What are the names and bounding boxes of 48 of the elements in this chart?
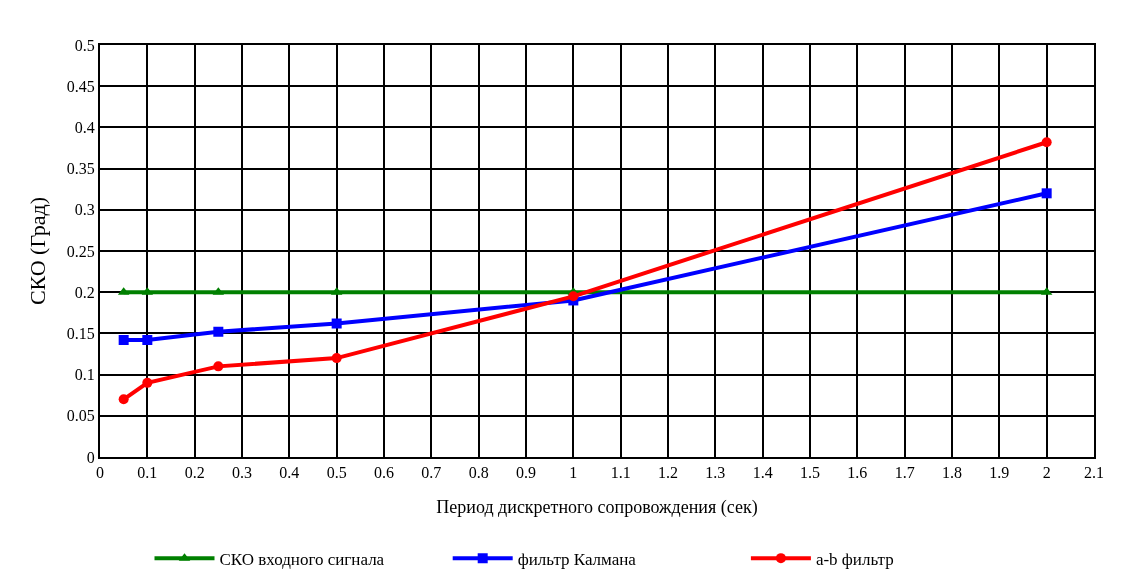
x-tick-label: 1.8 bbox=[942, 464, 962, 482]
point bbox=[213, 361, 224, 372]
y-tick-label: 0.5 bbox=[74, 36, 95, 54]
x-tick-label: 1.9 bbox=[989, 464, 1010, 482]
y-tick-label: 0.2 bbox=[74, 283, 95, 301]
x-tick-label: 1.4 bbox=[752, 464, 773, 482]
x-tick-label: 1.2 bbox=[658, 464, 678, 482]
x-tick-label: 1.5 bbox=[800, 464, 820, 482]
x-tick-label: 0.2 bbox=[184, 464, 205, 482]
legend-label: СКО входного сигнала bbox=[219, 549, 385, 569]
point bbox=[118, 394, 129, 405]
x-tick-label: 2.1 bbox=[1084, 464, 1104, 482]
x-tick-label: 0.6 bbox=[374, 464, 394, 482]
legend-label: фильтр Калмана bbox=[517, 549, 637, 569]
y-tick-label: 0.15 bbox=[66, 325, 95, 342]
x-tick-label: 0.1 bbox=[137, 464, 158, 482]
x-axis-title: Период дискретного сопровождения (сек) bbox=[436, 496, 758, 518]
point bbox=[331, 353, 342, 364]
x-tick-label: 0.7 bbox=[421, 464, 442, 482]
point bbox=[213, 326, 224, 337]
point bbox=[568, 291, 579, 302]
x-tick-label: 0.5 bbox=[326, 464, 347, 482]
point bbox=[1041, 188, 1052, 199]
x-tick-label: 0.8 bbox=[468, 464, 489, 482]
y-axis-title: СКО (Град) bbox=[25, 196, 51, 306]
y-tick-label: 0.4 bbox=[74, 119, 95, 136]
point bbox=[142, 334, 153, 345]
legend-label: a-b фильтр bbox=[815, 549, 894, 569]
point bbox=[331, 318, 342, 329]
x-tick-label: 1.7 bbox=[894, 464, 915, 482]
x-tick-label: 1.3 bbox=[705, 464, 726, 482]
x-tick-label: 0.4 bbox=[279, 464, 300, 482]
point bbox=[142, 377, 153, 388]
x-tick-label: 1 bbox=[569, 464, 578, 482]
x-tick-label: 0.3 bbox=[232, 464, 252, 482]
y-tick-label: 0.45 bbox=[66, 77, 95, 95]
y-tick-label: 0.35 bbox=[66, 160, 95, 178]
x-tick-label: 0.9 bbox=[516, 464, 536, 482]
y-tick-label: 0.25 bbox=[66, 242, 95, 260]
x-tick-label: 1.1 bbox=[610, 464, 631, 482]
y-tick-label: 0.3 bbox=[74, 201, 95, 219]
x-tick-label: 2 bbox=[1042, 464, 1051, 482]
y-tick-label: 0.05 bbox=[66, 407, 95, 425]
y-tick-label: 0.1 bbox=[74, 366, 95, 384]
point bbox=[118, 334, 129, 345]
y-tick-label: 0 bbox=[86, 448, 95, 466]
point bbox=[1041, 137, 1052, 148]
x-tick-label: 1.6 bbox=[847, 464, 868, 482]
